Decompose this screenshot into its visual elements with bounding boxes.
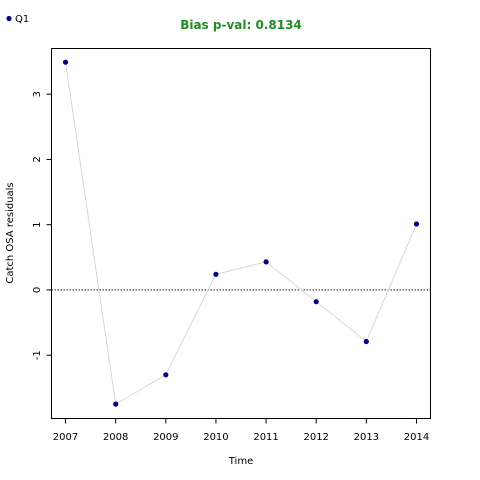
y-tick-label: 1 <box>32 222 43 228</box>
plot-frame <box>51 48 431 419</box>
y-tick-label: 3 <box>32 91 43 97</box>
series-line-q1 <box>65 62 417 405</box>
plot-area <box>51 59 431 407</box>
data-point-2014 <box>413 221 420 227</box>
data-point-2008 <box>113 401 119 407</box>
x-tick-label: 2009 <box>153 432 178 443</box>
legend-marker-q1 <box>6 15 12 22</box>
data-point-2009 <box>163 372 169 378</box>
chart-title: Bias p-val: 0.8134 <box>180 18 302 32</box>
y-axis-title: Catch OSA residuals <box>5 182 16 283</box>
x-tick-label: 2014 <box>404 432 429 443</box>
x-tick-label: 2008 <box>103 432 128 443</box>
x-tick-label: 2007 <box>53 432 78 443</box>
y-tick-label: -1 <box>32 350 43 360</box>
y-tick-label: 0 <box>32 287 43 293</box>
x-tick-label: 2013 <box>354 432 379 443</box>
data-point-2013 <box>363 338 369 345</box>
x-tick-label: 2010 <box>203 432 228 443</box>
x-tick-label: 2011 <box>253 432 278 443</box>
data-point-2012 <box>313 299 319 305</box>
data-point-2007 <box>62 59 69 65</box>
x-tick-label: 2012 <box>303 432 328 443</box>
x-axis-title: Time <box>228 456 253 467</box>
legend: Q1 <box>6 14 29 25</box>
data-point-2011 <box>263 259 269 265</box>
x-axis: 2007 2008 2009 2010 2011 2012 2013 2014 <box>53 418 429 443</box>
legend-label-q1: Q1 <box>15 14 29 25</box>
y-tick-label: 2 <box>32 156 43 162</box>
y-axis: -1 0 1 2 3 <box>32 91 52 360</box>
data-point-2010 <box>213 271 219 277</box>
